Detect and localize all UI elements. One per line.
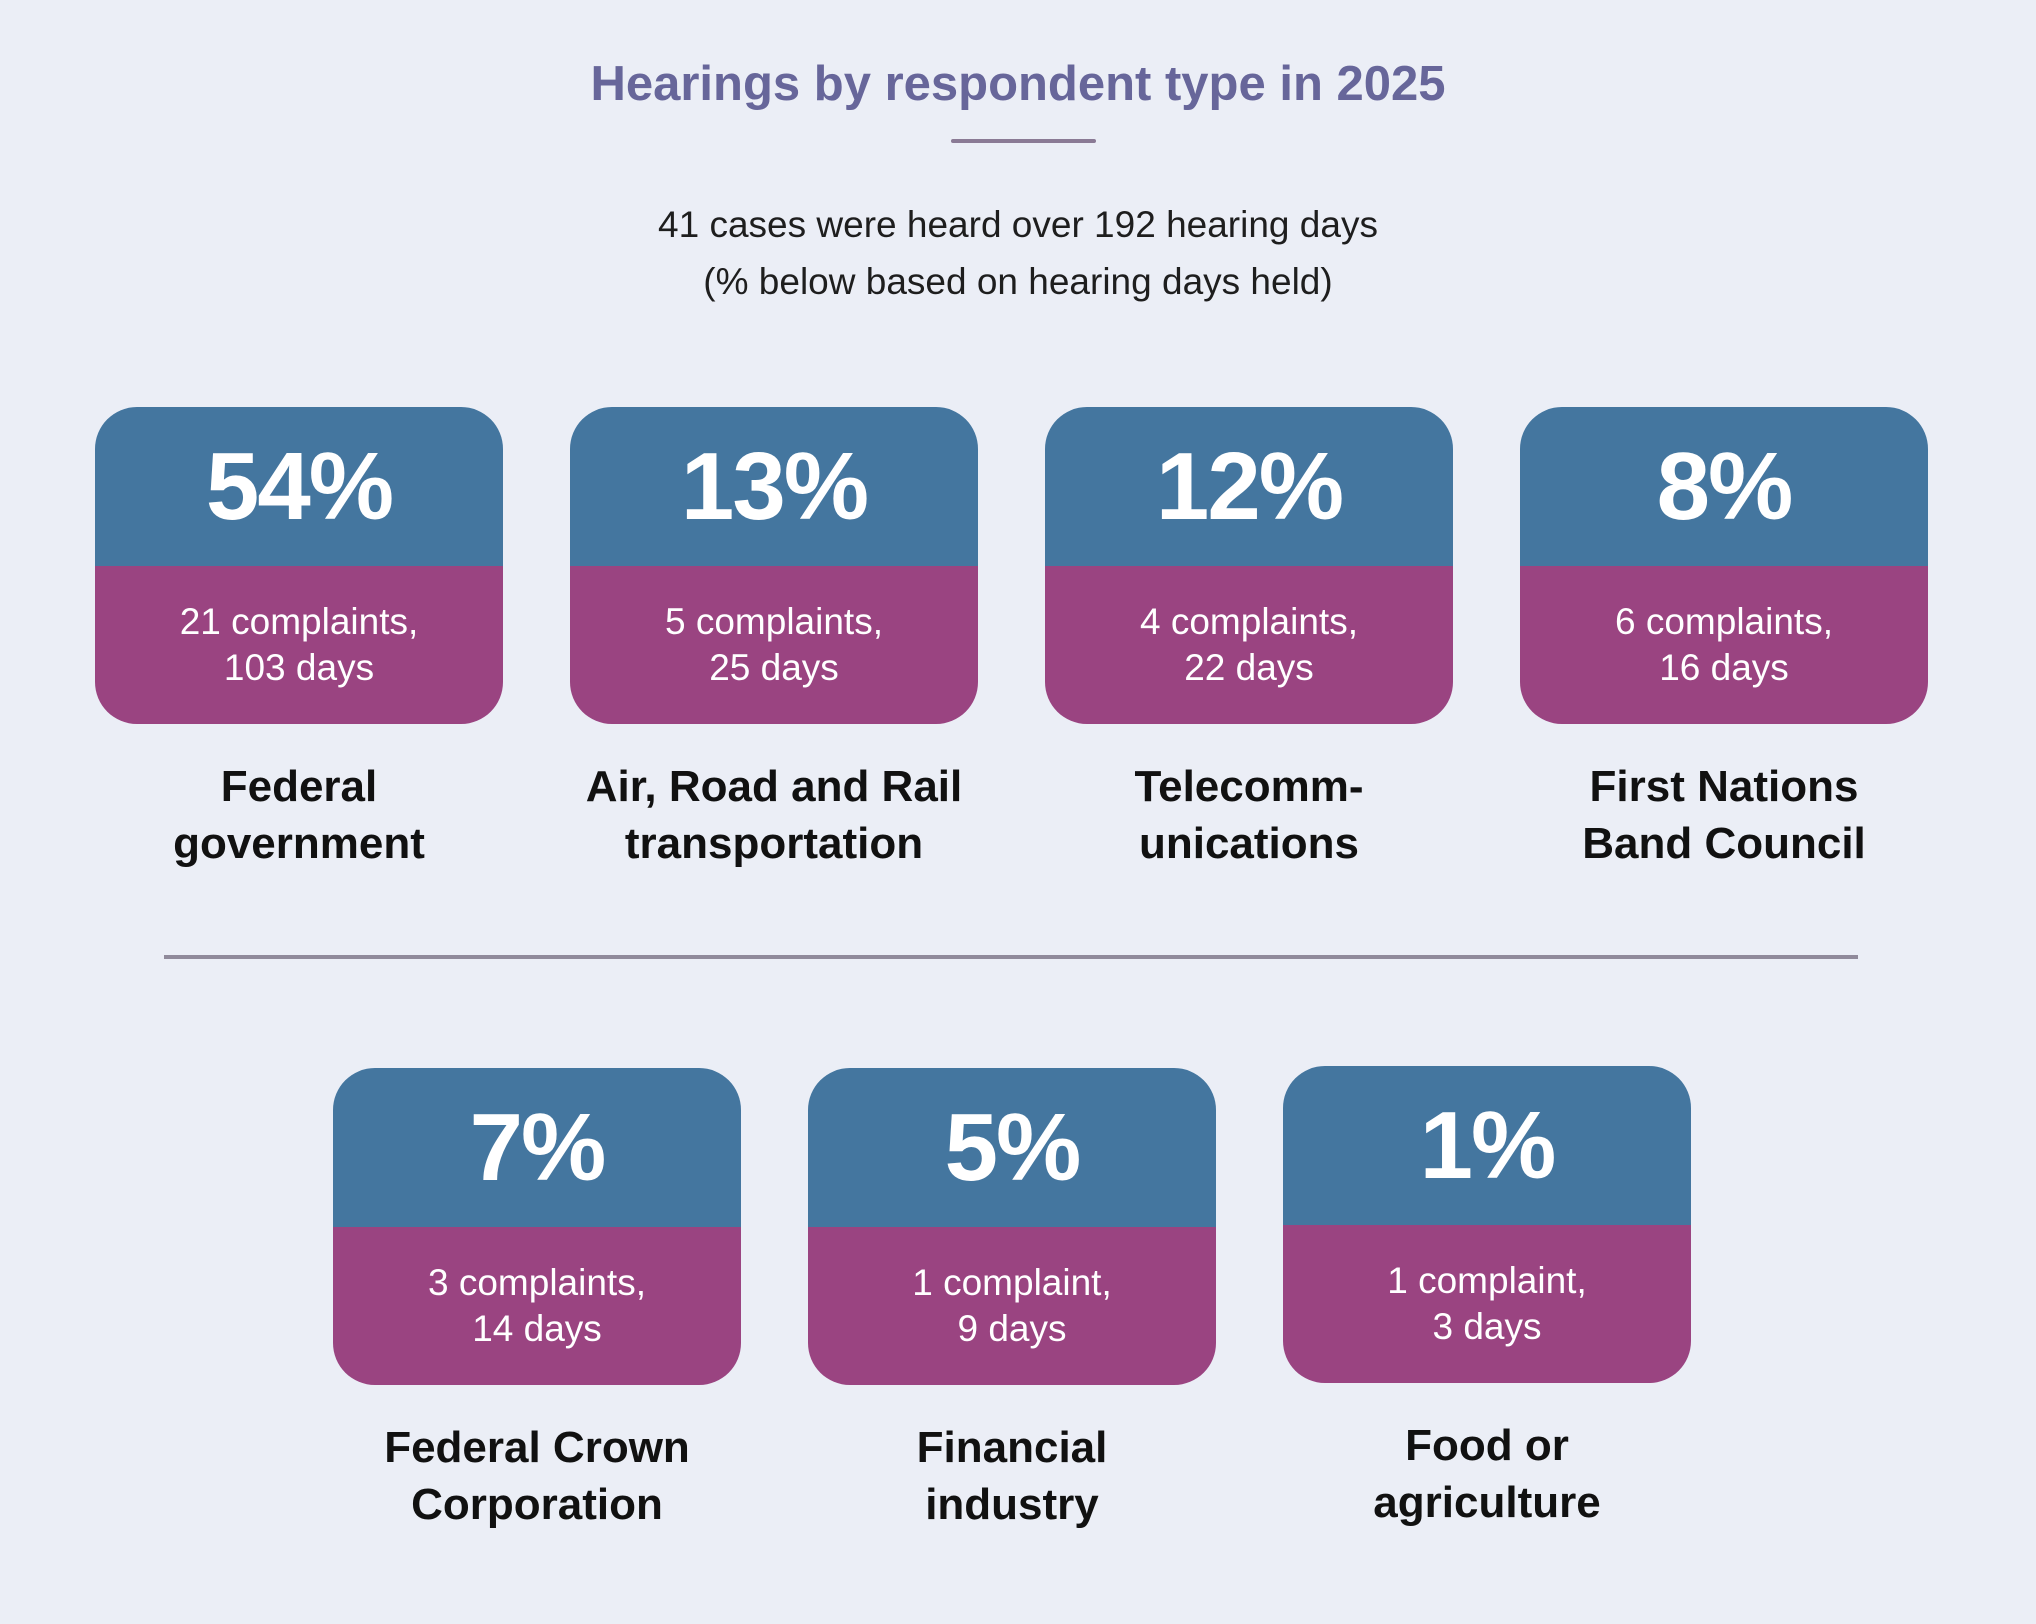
card-label: Telecomm- unications [1045, 758, 1453, 872]
card-label: Federal government [95, 758, 503, 872]
card-federal-crown: 7% 3 complaints, 14 days Federal Crown C… [333, 1068, 741, 1533]
subtitle-line-1: 41 cases were heard over 192 hearing day… [658, 204, 1378, 245]
card-days: 22 days [1184, 647, 1314, 688]
card-percent: 1% [1283, 1066, 1691, 1225]
card-label: Financial industry [808, 1419, 1216, 1533]
stat-card: 12% 4 complaints, 22 days [1045, 407, 1453, 724]
card-detail: 21 complaints, 103 days [95, 566, 503, 724]
card-percent: 12% [1045, 407, 1453, 566]
card-complaints: 1 complaint, [912, 1262, 1112, 1303]
card-first-nations: 8% 6 complaints, 16 days First Nations B… [1520, 407, 1928, 872]
card-detail: 4 complaints, 22 days [1045, 566, 1453, 724]
card-label: Federal Crown Corporation [333, 1419, 741, 1533]
card-label-line-2: industry [925, 1480, 1099, 1529]
stat-card: 7% 3 complaints, 14 days [333, 1068, 741, 1385]
stat-card: 1% 1 complaint, 3 days [1283, 1066, 1691, 1383]
card-label-line-1: First Nations [1589, 762, 1859, 811]
card-federal-government: 54% 21 complaints, 103 days Federal gove… [95, 407, 503, 872]
card-detail: 5 complaints, 25 days [570, 566, 978, 724]
subtitle: 41 cases were heard over 192 hearing day… [0, 196, 2036, 310]
card-percent: 5% [808, 1068, 1216, 1227]
stat-card: 8% 6 complaints, 16 days [1520, 407, 1928, 724]
card-complaints: 1 complaint, [1387, 1260, 1587, 1301]
card-days: 9 days [957, 1308, 1067, 1349]
card-complaints: 5 complaints, [665, 601, 883, 642]
card-label-line-1: Food or [1405, 1421, 1569, 1470]
card-label: Food or agriculture [1283, 1417, 1691, 1531]
card-detail: 1 complaint, 9 days [808, 1227, 1216, 1385]
card-label-line-1: Federal [220, 762, 378, 811]
row-divider [164, 955, 1858, 959]
stat-card: 54% 21 complaints, 103 days [95, 407, 503, 724]
card-complaints: 6 complaints, [1615, 601, 1833, 642]
card-complaints: 4 complaints, [1140, 601, 1358, 642]
card-telecommunications: 12% 4 complaints, 22 days Telecomm- unic… [1045, 407, 1453, 872]
card-complaints: 3 complaints, [428, 1262, 646, 1303]
card-days: 103 days [223, 647, 375, 688]
card-label-line-2: Corporation [411, 1480, 663, 1529]
card-complaints: 21 complaints, [179, 601, 419, 642]
card-label: Air, Road and Rail transportation [570, 758, 978, 872]
card-detail: 6 complaints, 16 days [1520, 566, 1928, 724]
card-transportation: 13% 5 complaints, 25 days Air, Road and … [570, 407, 978, 872]
card-label-line-2: transportation [624, 819, 924, 868]
card-days: 3 days [1432, 1306, 1542, 1347]
card-label: First Nations Band Council [1520, 758, 1928, 872]
card-days: 14 days [472, 1308, 602, 1349]
card-percent: 8% [1520, 407, 1928, 566]
card-label-line-1: Telecomm- [1134, 762, 1364, 811]
card-detail: 3 complaints, 14 days [333, 1227, 741, 1385]
card-food-agriculture: 1% 1 complaint, 3 days Food or agricultu… [1283, 1066, 1691, 1531]
card-label-line-1: Financial [916, 1423, 1108, 1472]
card-label-line-2: agriculture [1373, 1478, 1601, 1527]
card-percent: 7% [333, 1068, 741, 1227]
card-label-line-2: government [173, 819, 425, 868]
stat-card: 13% 5 complaints, 25 days [570, 407, 978, 724]
card-label-line-2: unications [1138, 819, 1360, 868]
stat-card: 5% 1 complaint, 9 days [808, 1068, 1216, 1385]
card-label-line-1: Air, Road and Rail [585, 762, 963, 811]
card-label-line-2: Band Council [1582, 819, 1866, 868]
card-days: 25 days [709, 647, 839, 688]
card-detail: 1 complaint, 3 days [1283, 1225, 1691, 1383]
page-title: Hearings by respondent type in 2025 [590, 57, 1446, 111]
card-percent: 54% [95, 407, 503, 566]
card-percent: 13% [570, 407, 978, 566]
title-underline [951, 139, 1096, 143]
card-label-line-1: Federal Crown [384, 1423, 690, 1472]
subtitle-line-2: (% below based on hearing days held) [703, 261, 1333, 302]
card-days: 16 days [1659, 647, 1789, 688]
card-financial-industry: 5% 1 complaint, 9 days Financial industr… [808, 1068, 1216, 1533]
